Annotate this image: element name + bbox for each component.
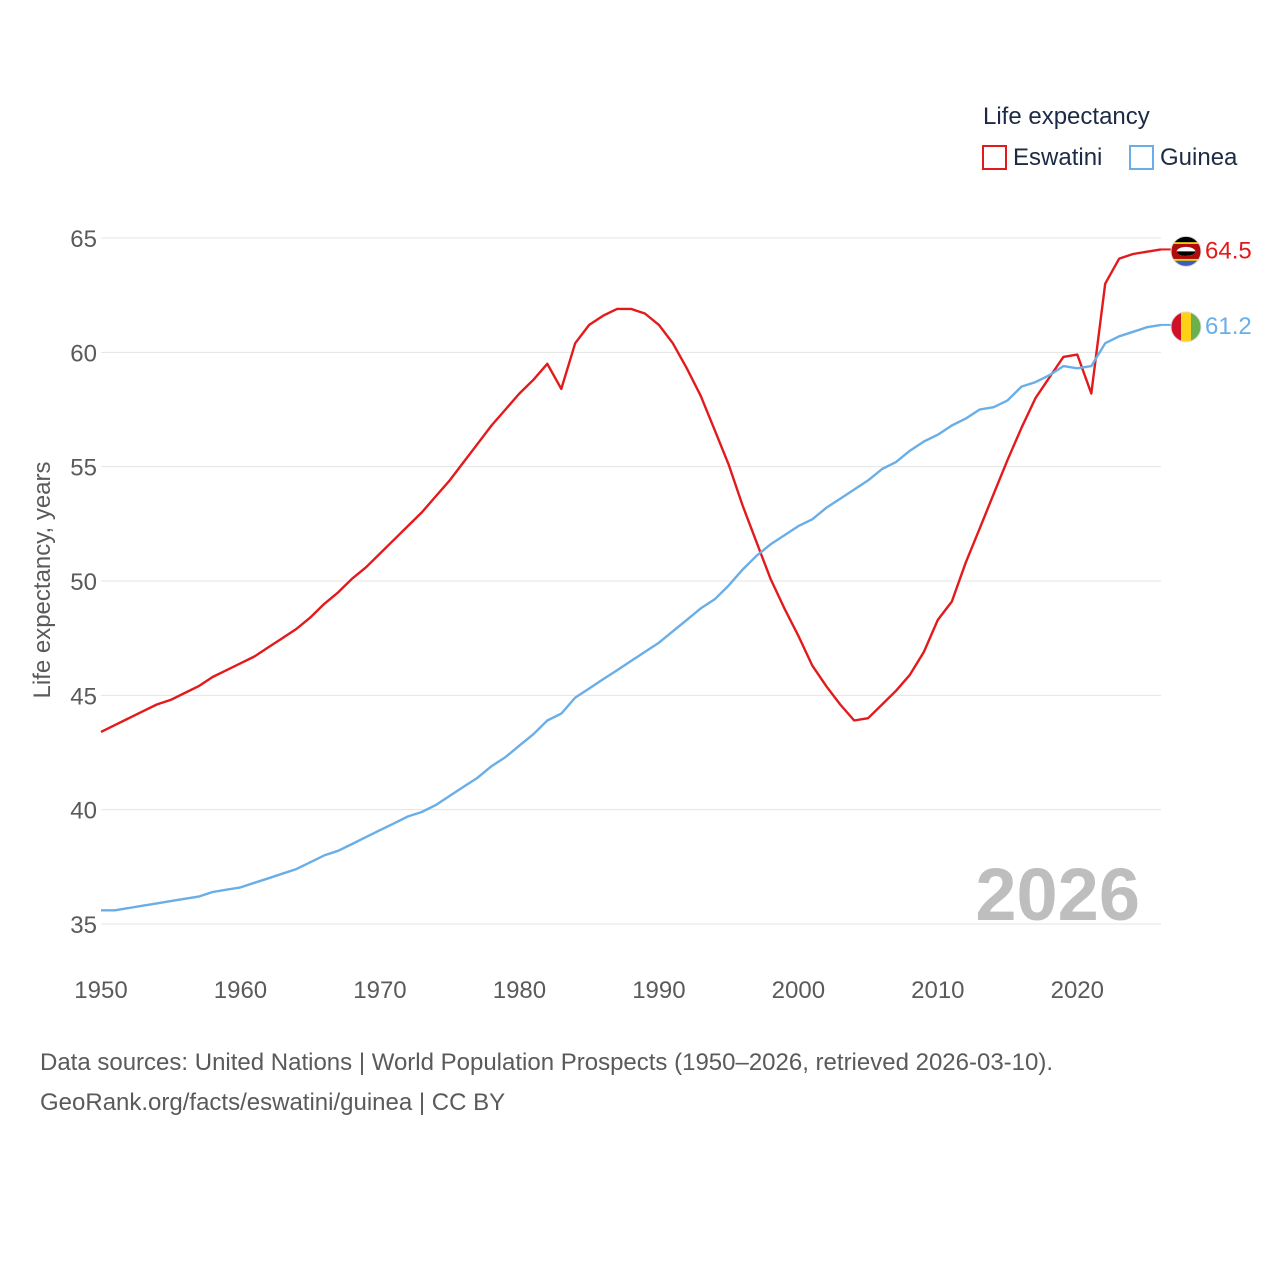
y-axis-label: Life expectancy, years <box>29 461 56 698</box>
x-tick-label: 1970 <box>353 977 406 1004</box>
guinea-flag-icon <box>1170 311 1202 343</box>
grid-lines <box>101 237 1161 925</box>
legend-swatch-eswatini <box>982 145 1007 170</box>
legend: Life expectancy Eswatini Guinea <box>982 103 1238 171</box>
end-value-label-eswatini: 64.5 <box>1205 237 1252 264</box>
x-tick-label: 2020 <box>1051 977 1104 1004</box>
y-tick-label: 65 <box>70 226 97 253</box>
series-line-guinea <box>101 323 1162 912</box>
x-tick-label: 1990 <box>632 977 685 1004</box>
series-line-eswatini <box>100 248 1162 733</box>
legend-title: Life expectancy <box>983 103 1150 130</box>
end-labels: 64.5 61.2 <box>1161 235 1252 343</box>
y-tick-label: 35 <box>70 912 97 939</box>
legend-label-guinea: Guinea <box>1160 144 1238 171</box>
end-value-label-guinea: 61.2 <box>1205 313 1252 340</box>
y-axis-ticks: 35 40 45 50 55 60 65 <box>70 226 97 939</box>
y-tick-label: 50 <box>70 569 97 596</box>
legend-swatch-guinea <box>1129 145 1154 170</box>
x-tick-label: 2000 <box>772 977 825 1004</box>
source-link[interactable]: GeoRank.org/facts/eswatini/guinea | CC B… <box>40 1089 506 1116</box>
x-tick-label: 2010 <box>911 977 964 1004</box>
x-tick-label: 1950 <box>74 977 127 1004</box>
x-axis-ticks: 1950 1960 1970 1980 1990 2000 2010 2020 <box>74 977 1104 1004</box>
series-lines <box>100 248 1162 912</box>
legend-label-eswatini: Eswatini <box>1013 144 1102 171</box>
x-tick-label: 1980 <box>493 977 546 1004</box>
eswatini-flag-icon <box>1170 235 1202 267</box>
data-sources-text: Data sources: United Nations | World Pop… <box>40 1049 1054 1076</box>
y-tick-label: 45 <box>70 683 97 710</box>
x-tick-label: 1960 <box>214 977 267 1004</box>
y-tick-label: 55 <box>70 455 97 482</box>
line-chart: 35 40 45 50 55 60 65 1950 1960 1970 1980 1990 2000 2… <box>29 103 1252 1004</box>
y-tick-label: 60 <box>70 340 97 367</box>
footer: Data sources: United Nations | World Pop… <box>40 1043 1260 1123</box>
y-tick-label: 40 <box>70 798 97 825</box>
year-watermark: 2026 <box>975 853 1140 936</box>
